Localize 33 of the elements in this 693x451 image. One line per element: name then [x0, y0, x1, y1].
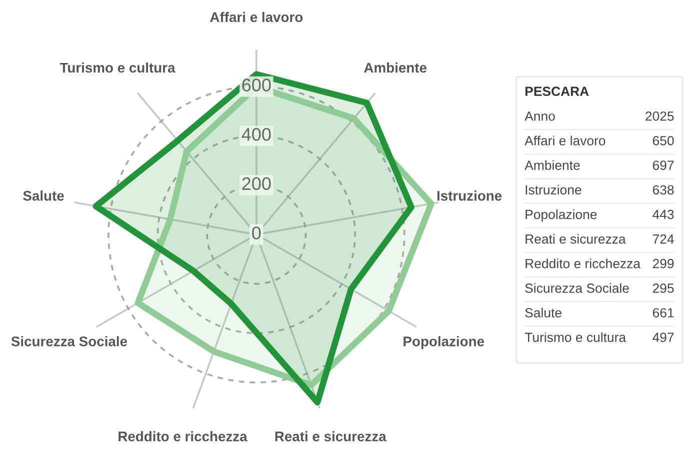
spoke-label: Affari e lavoro	[210, 12, 303, 22]
text: 724	[652, 234, 674, 244]
text: 295	[652, 284, 674, 293]
text: Reddito e ricchezza	[526, 258, 640, 268]
spoke-label: Salute	[23, 190, 64, 201]
text: 650	[652, 136, 674, 146]
text: Reati e sicurezza	[526, 234, 626, 244]
text: PESCARA	[525, 86, 589, 96]
text: 661	[652, 308, 674, 318]
y-tick-label: 400	[242, 128, 271, 141]
text: 2025	[646, 111, 674, 121]
spoke-label: Turismo e cultura	[60, 62, 176, 73]
spoke-label: Popolazione	[404, 336, 484, 350]
spoke-label: Reddito e ricchezza	[118, 431, 248, 442]
text: 497	[652, 332, 674, 342]
spoke-label: Istruzione	[437, 190, 502, 201]
spoke-label: Ambiente	[364, 62, 427, 73]
text: Istruzione	[526, 184, 582, 195]
text: 299	[652, 258, 674, 268]
spoke-label: Sicurezza Sociale	[11, 336, 128, 346]
text: Ambiente	[524, 160, 580, 170]
text: Sicurezza Sociale	[525, 283, 629, 293]
text: 443	[652, 210, 674, 220]
y-tick-label: 200	[242, 177, 271, 190]
text: Turismo e cultura	[524, 332, 626, 342]
text: Affari e lavoro	[524, 136, 606, 146]
text: Salute	[525, 308, 562, 318]
text: Popolazione	[526, 209, 597, 222]
text: Anno	[524, 112, 555, 121]
y-tick-label: 0	[252, 226, 261, 240]
text: 638	[652, 185, 674, 195]
spoke-label: Reati e sicurezza	[275, 431, 386, 442]
text: 697	[652, 160, 674, 170]
